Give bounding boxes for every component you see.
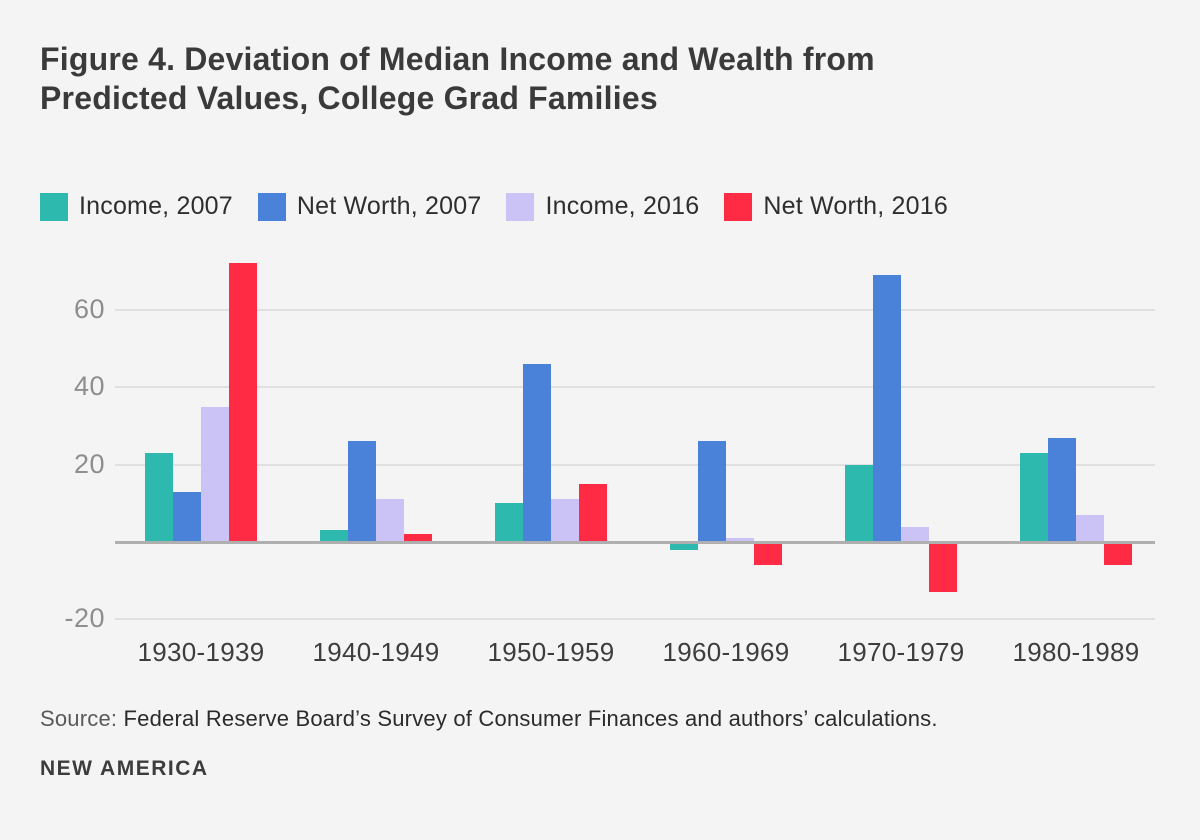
bar-income-2016-1940-1949 [376,499,404,542]
bar-net-worth-2007-1940-1949 [348,441,376,542]
bar-net-worth-2007-1930-1939 [173,491,201,542]
legend-item-income-2016: Income, 2016 [506,192,699,221]
source-text: Federal Reserve Board’s Survey of Consum… [123,706,938,731]
gridline-20 [115,463,1155,466]
bar-net-worth-2016-1980-1989 [1104,542,1132,566]
bar-income-2016-1950-1959 [551,499,579,542]
legend-label: Net Worth, 2016 [763,192,948,220]
zero-baseline [115,541,1155,544]
x-axis-category-label: 1940-1949 [312,637,440,667]
bar-net-worth-2016-1960-1969 [754,542,782,566]
bar-income-2007-1960-1969 [670,542,698,550]
x-axis-category-label: 1950-1959 [487,637,615,667]
legend-swatch-net-worth-2016 [724,192,753,221]
bar-net-worth-2016-1950-1959 [579,483,607,542]
bar-net-worth-2007-1970-1979 [873,274,901,542]
x-axis-category-label: 1960-1969 [662,637,790,667]
y-axis-tick-label: 20 [73,448,105,479]
source-label: Source: [40,706,118,731]
x-axis-category-label: 1930-1939 [137,637,265,667]
bar-net-worth-2007-1960-1969 [698,441,726,542]
x-axis-category-label: 1980-1989 [1012,637,1140,667]
chart-legend: Income, 2007 Net Worth, 2007 Income, 2016 N… [40,192,948,221]
bar-income-2016-1930-1939 [201,406,229,542]
bar-net-worth-2016-1930-1939 [229,263,257,542]
x-axis-category-label: 1970-1979 [837,637,965,667]
figure-title-line1: Figure 4. Deviation of Median Income and… [40,41,875,77]
legend-label: Income, 2007 [79,192,233,220]
bar-income-2016-1980-1989 [1076,514,1104,542]
figure-title-line2: Predicted Values, College Grad Families [40,80,658,116]
bar-income-2016-1960-1969 [726,538,754,542]
y-axis-tick-label: 60 [73,293,105,324]
legend-swatch-income-2007 [40,192,68,221]
gridline--20 [115,618,1155,621]
y-axis-tick-label: 40 [73,371,105,402]
bar-net-worth-2016-1940-1949 [404,534,432,542]
bar-income-2007-1950-1959 [495,503,523,542]
brand-logo: NEW AMERICA [40,757,209,780]
figure-title: Figure 4. Deviation of Median Income and… [40,40,1100,118]
bar-income-2007-1940-1949 [320,530,348,542]
bar-income-2007-1930-1939 [145,452,173,542]
legend-label: Income, 2016 [545,192,700,220]
gridline-40 [115,386,1155,389]
bar-income-2007-1970-1979 [845,464,873,542]
legend-label: Net Worth, 2007 [296,192,482,220]
y-axis-tick-label: -20 [64,603,105,634]
bar-net-worth-2007-1980-1989 [1048,437,1076,542]
legend-item-net-worth-2007: Net Worth, 2007 [257,192,482,221]
legend-swatch-net-worth-2007 [257,192,286,221]
legend-item-income-2007: Income, 2007 [40,192,233,221]
source-note: Source: Federal Reserve Board’s Survey o… [40,706,938,732]
bar-net-worth-2007-1950-1959 [523,363,551,542]
bar-income-2007-1980-1989 [1020,452,1048,542]
legend-item-net-worth-2016: Net Worth, 2016 [724,192,948,221]
gridline-60 [115,308,1155,311]
bar-income-2016-1970-1979 [901,526,929,542]
bar-net-worth-2016-1970-1979 [929,542,957,593]
legend-swatch-income-2016 [506,192,535,221]
